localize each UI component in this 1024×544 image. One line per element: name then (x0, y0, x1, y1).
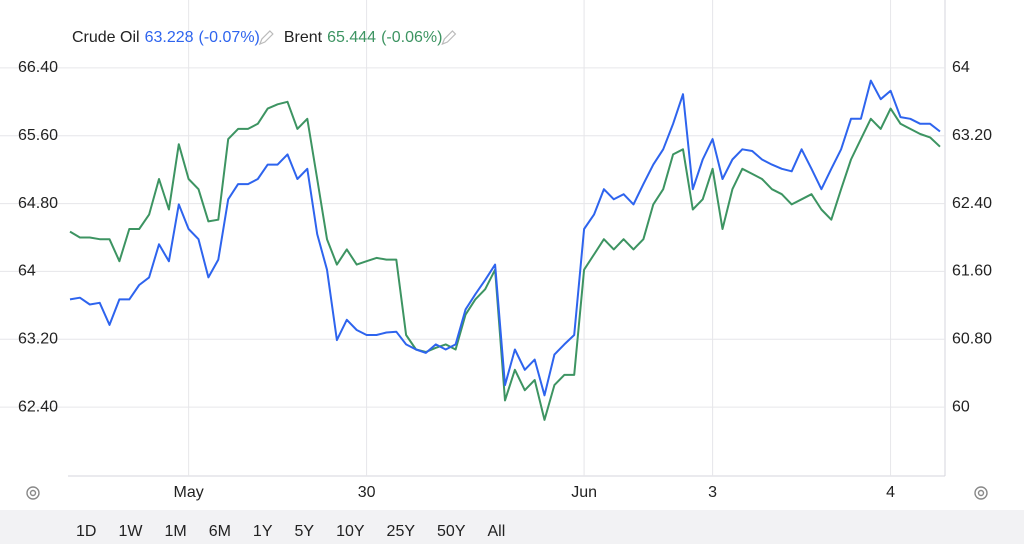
legend-change: (-0.06%) (381, 29, 442, 46)
legend-name: Brent (284, 29, 323, 46)
range-button[interactable]: 1M (164, 523, 186, 540)
range-button[interactable]: 1D (76, 523, 96, 540)
settings-icon[interactable] (974, 486, 988, 500)
y-tick-label: 63.20 (18, 331, 58, 348)
y2-tick-label: 60.80 (952, 331, 992, 348)
range-button[interactable]: 1Y (253, 523, 273, 540)
legend-label: Crude Oil 63.228 (-0.07%) (72, 29, 260, 46)
x-tick-label: Jun (571, 484, 597, 501)
y2-tick-label: 62.40 (952, 195, 992, 212)
y-tick-label: 66.40 (18, 59, 58, 76)
y-tick-label: 64.80 (18, 195, 58, 212)
series-line (69, 79, 941, 397)
x-tick-label: 30 (358, 484, 376, 501)
settings-icon[interactable] (26, 486, 40, 500)
y-tick-label: 65.60 (18, 127, 58, 144)
range-button[interactable]: 50Y (437, 523, 466, 540)
x-tick-label: May (174, 484, 204, 501)
range-button[interactable]: 1W (118, 523, 143, 540)
range-button[interactable]: 5Y (295, 523, 315, 540)
y2-tick-label: 61.60 (952, 263, 992, 280)
edit-icon (441, 30, 457, 46)
y-tick-label: 62.40 (18, 398, 58, 415)
range-button[interactable]: 10Y (336, 523, 365, 540)
edit-icon (258, 30, 274, 46)
y-tick-label: 64 (18, 263, 36, 280)
y2-tick-label: 60 (952, 398, 970, 415)
series-line (69, 100, 941, 421)
legend-name: Crude Oil (72, 29, 140, 46)
legend-value: 63.228 (145, 29, 194, 46)
y2-tick-label: 64 (952, 59, 970, 76)
x-tick-label: 4 (886, 484, 895, 501)
range-bar (0, 510, 1024, 544)
range-button[interactable]: All (487, 523, 505, 540)
legend-change: (-0.07%) (199, 29, 260, 46)
range-button[interactable]: 6M (209, 523, 231, 540)
range-button[interactable]: 25Y (387, 523, 416, 540)
legend-value: 65.444 (327, 29, 376, 46)
x-tick-label: 3 (708, 484, 717, 501)
y2-tick-label: 63.20 (952, 127, 992, 144)
legend-label: Brent 65.444 (-0.06%) (284, 29, 443, 46)
